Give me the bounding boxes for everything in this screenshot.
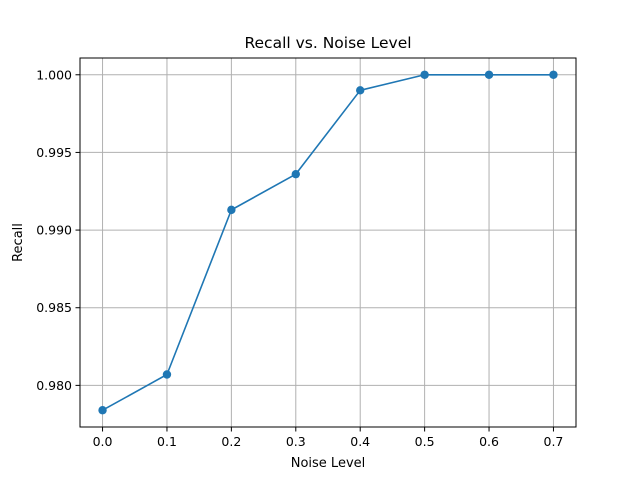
y-axis-label: Recall (11, 223, 26, 262)
x-axis-label: Noise Level (291, 456, 366, 471)
x-tick-label: 0.7 (544, 434, 564, 449)
data-point (420, 71, 428, 79)
data-point (292, 170, 300, 178)
y-axis-ticks: 0.980 0.985 0.990 0.995 1.000 (36, 67, 80, 393)
series-line (103, 75, 554, 410)
y-tick-label: 1.000 (36, 67, 72, 82)
axes-frame (80, 58, 576, 427)
y-tick-label: 0.985 (36, 300, 72, 315)
data-point (485, 71, 493, 79)
x-axis-ticks: 0.0 0.1 0.2 0.3 0.4 0.5 0.6 0.7 (93, 427, 564, 449)
x-tick-label: 0.0 (93, 434, 113, 449)
data-point (356, 86, 364, 94)
x-tick-label: 0.6 (479, 434, 499, 449)
y-tick-label: 0.995 (36, 145, 72, 160)
data-point (98, 406, 106, 414)
data-point (549, 71, 557, 79)
x-tick-label: 0.2 (221, 434, 241, 449)
x-tick-label: 0.1 (157, 434, 177, 449)
x-tick-label: 0.3 (286, 434, 306, 449)
x-tick-label: 0.5 (415, 434, 435, 449)
y-tick-label: 0.980 (36, 378, 72, 393)
data-point (163, 370, 171, 378)
data-point (227, 206, 235, 214)
y-tick-label: 0.990 (36, 223, 72, 238)
y-gridlines (80, 75, 576, 386)
chart-title: Recall vs. Noise Level (244, 34, 411, 52)
x-tick-label: 0.4 (350, 434, 370, 449)
x-gridlines (103, 58, 554, 427)
